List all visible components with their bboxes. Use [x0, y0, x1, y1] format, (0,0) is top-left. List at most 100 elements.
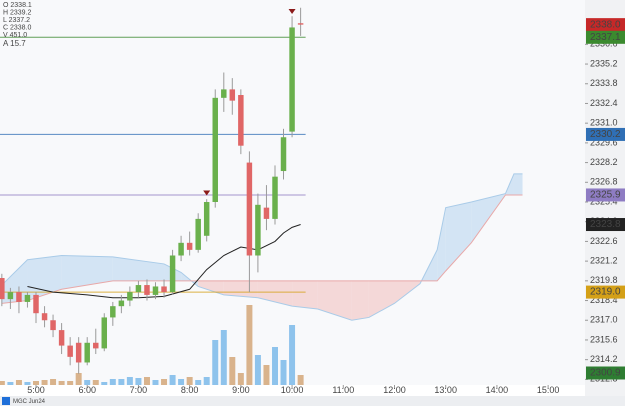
- ohlc-info: L 2337.2: [3, 17, 30, 24]
- candle-body: [263, 207, 270, 219]
- x-tick-label: 11:00: [332, 385, 354, 395]
- x-tick-label: 5:00: [27, 385, 45, 395]
- price-label: 2338.0: [590, 19, 621, 30]
- candle-body: [289, 27, 295, 132]
- candle-body: [135, 285, 142, 293]
- candle-body: [101, 317, 108, 349]
- candle-body: [246, 162, 253, 256]
- volume-bar: [254, 355, 261, 385]
- price-label-box: [586, 366, 625, 380]
- cloud-fill: [437, 207, 446, 281]
- price-label-box: [586, 218, 625, 232]
- ohlc-info: C 2338.0: [3, 24, 32, 31]
- candle-body: [161, 286, 167, 293]
- volume-bar: [186, 377, 193, 385]
- price-label: 2330.2: [590, 129, 621, 140]
- cloud-fill: [368, 280, 395, 318]
- candle-body: [24, 294, 31, 302]
- x-tick-label: 9:00: [232, 385, 250, 395]
- y-tick-label: 2318.4: [590, 295, 618, 305]
- volume-bar: [24, 382, 31, 385]
- cloud-fill: [61, 255, 113, 290]
- price-label-box: [586, 285, 625, 299]
- volume-bar: [101, 382, 108, 385]
- price-label: 2337.1: [590, 32, 621, 43]
- volume-bar: [58, 381, 65, 385]
- volume-bar: [297, 375, 304, 385]
- candle-body: [144, 285, 150, 295]
- volume-bar: [272, 347, 279, 385]
- x-tick-label: 13:00: [434, 385, 457, 395]
- cloud-fill: [445, 202, 472, 271]
- candle-body: [33, 294, 39, 314]
- cloud-fill: [112, 256, 165, 281]
- volume-bar: [263, 365, 270, 385]
- y-tick-label: 2331.0: [590, 118, 618, 128]
- candle-body: [203, 202, 210, 236]
- volume-bar: [143, 377, 150, 385]
- y-tick-label: 2322.6: [590, 236, 618, 246]
- price-label-box: [586, 18, 625, 32]
- candle-body: [84, 342, 90, 363]
- volume-bar: [75, 373, 82, 385]
- volume-bar: [33, 381, 39, 385]
- volume-bar: [41, 380, 48, 385]
- candle-body: [212, 97, 218, 203]
- cloud-line: [1, 194, 523, 304]
- candle-body: [127, 292, 133, 301]
- x-tick-label: 8:00: [181, 385, 199, 395]
- volume-bar: [229, 357, 236, 385]
- y-tick-label: 2329.6: [590, 137, 618, 147]
- y-tick-label: 2319.8: [590, 275, 618, 285]
- candle-body: [58, 330, 65, 346]
- candle-body: [297, 23, 304, 25]
- candle-body: [75, 342, 82, 363]
- x-tick-label: 10:00: [281, 385, 304, 395]
- volume-bar: [15, 380, 22, 385]
- candle-body: [229, 89, 236, 101]
- candle-body: [238, 95, 244, 146]
- candle-body: [221, 89, 227, 98]
- symbol-icon[interactable]: [2, 397, 10, 405]
- x-tick-label: 7:00: [130, 385, 148, 395]
- bottom-bar: [0, 396, 625, 406]
- y-tick-label: 2315.6: [590, 334, 618, 344]
- x-tick-label: 15:00: [537, 385, 560, 395]
- volume-bar: [246, 305, 253, 385]
- volume-bar: [161, 379, 168, 385]
- candle-body: [169, 255, 176, 293]
- price-label: 2325.9: [590, 190, 621, 201]
- volume-bar: [152, 380, 159, 385]
- candle-body: [186, 242, 193, 250]
- x-tick-label: 6:00: [78, 385, 96, 395]
- volume-bar: [178, 379, 185, 385]
- symbol: MGC Jun24: [13, 399, 46, 405]
- volume-bar: [67, 381, 74, 385]
- volume-bar: [237, 373, 244, 385]
- cloud-fill: [351, 280, 369, 321]
- price-label-box: [586, 127, 625, 141]
- x-tick-label: 12:00: [383, 385, 406, 395]
- x-tick-label: 14:00: [486, 385, 509, 395]
- cloud-fill: [27, 255, 62, 301]
- volume-bar: [289, 325, 296, 385]
- candle-body: [272, 176, 278, 219]
- volume-bar: [92, 380, 99, 385]
- candle-body: [195, 218, 201, 250]
- signal-marker: [288, 8, 296, 14]
- y-tick-label: 2333.8: [590, 78, 618, 88]
- price-label-box: [586, 30, 625, 44]
- volume-bar: [0, 381, 5, 385]
- volume-bar: [126, 377, 133, 385]
- volume-bar: [220, 330, 227, 385]
- y-tick-label: 2335.2: [590, 58, 618, 68]
- base-line: [27, 224, 301, 299]
- y-tick-label: 2332.4: [590, 98, 618, 108]
- y-tick-label: 2314.2: [590, 354, 618, 364]
- candle-body: [67, 345, 73, 357]
- candle-body: [118, 300, 125, 307]
- volume-bar: [135, 378, 142, 385]
- volume-bar: [7, 382, 14, 385]
